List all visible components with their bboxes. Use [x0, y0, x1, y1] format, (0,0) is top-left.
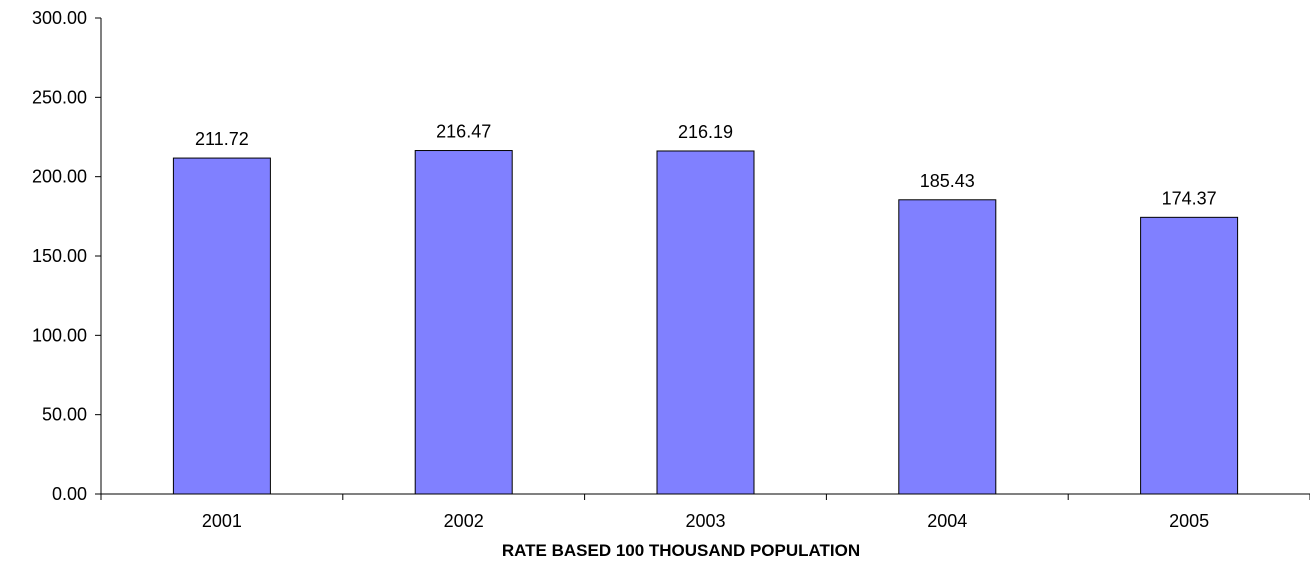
y-tick-label: 200.00 [32, 167, 87, 187]
data-labels: 211.72 216.47 216.19 185.43 174.37 [195, 122, 1217, 209]
x-tick-label-2005: 2005 [1169, 511, 1209, 531]
data-label-2004: 185.43 [920, 171, 975, 191]
y-ticks: 0.00 50.00 100.00 150.00 200.00 250.00 300.00 [32, 8, 101, 504]
y-tick-label: 250.00 [32, 87, 87, 107]
bar-2003 [656, 150, 755, 495]
y-tick-label: 0.00 [52, 484, 87, 504]
y-tick-label: 50.00 [42, 405, 87, 425]
y-tick-label: 100.00 [32, 325, 87, 345]
bar-2004 [898, 199, 997, 495]
data-label-2005: 174.37 [1162, 188, 1217, 208]
x-tick-label-2003: 2003 [685, 511, 725, 531]
y-tick-label: 150.00 [32, 246, 87, 266]
data-label-2002: 216.47 [436, 122, 491, 142]
bars [172, 150, 1239, 495]
bar-2005 [1140, 216, 1239, 495]
y-tick-label: 300.00 [32, 8, 87, 28]
x-tick-label-2002: 2002 [444, 511, 484, 531]
data-label-2003: 216.19 [678, 122, 733, 142]
x-axis-title: RATE BASED 100 THOUSAND POPULATION [502, 541, 860, 560]
bar-2001 [172, 157, 271, 495]
x-tick-label-2001: 2001 [202, 511, 242, 531]
x-ticks: 2001 2002 2003 2004 2005 [100, 494, 1310, 531]
x-tick-label-2004: 2004 [927, 511, 967, 531]
bar-2002 [414, 150, 513, 495]
data-label-2001: 211.72 [195, 129, 249, 149]
